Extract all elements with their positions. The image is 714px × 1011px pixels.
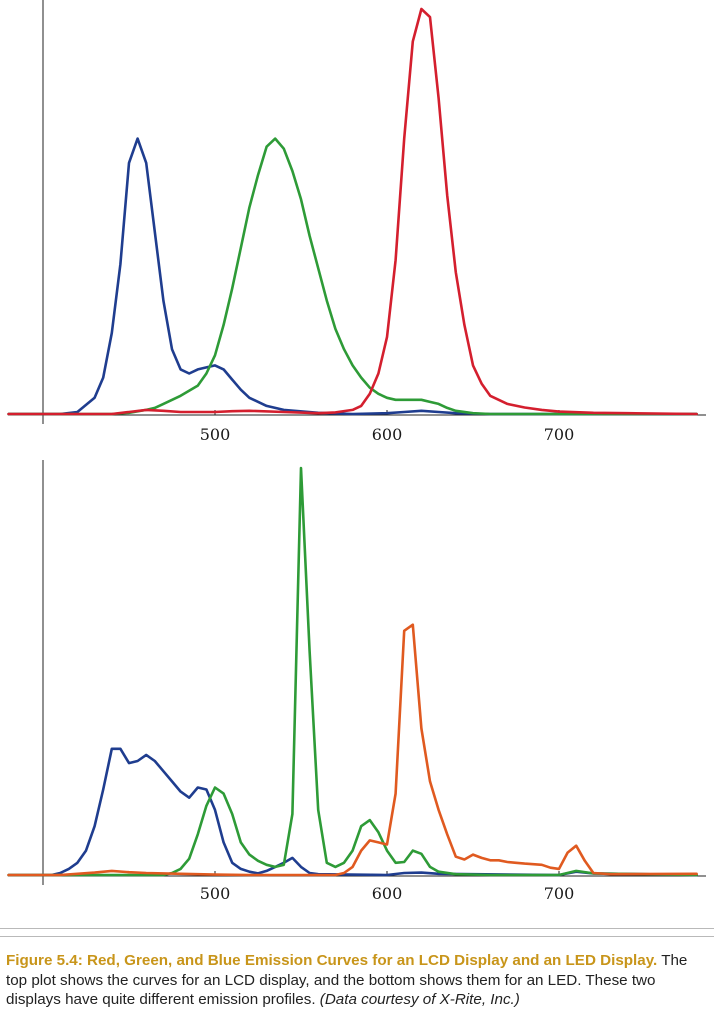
caption-rule-bottom	[0, 936, 714, 937]
lcd-x-tick-label-600: 600	[372, 425, 403, 444]
caption-rule-top	[0, 928, 714, 929]
caption-credit: (Data courtesy of X-Rite, Inc.)	[319, 991, 520, 1008]
led-series-green-line	[7, 466, 698, 877]
lcd-series-red-line	[7, 7, 698, 416]
led-x-tick-label-700: 700	[544, 884, 575, 903]
caption-body: The top plot shows the curves for an LCD…	[6, 952, 688, 1008]
lcd-series-green-line	[7, 137, 698, 416]
lcd-series-blue-line	[7, 137, 698, 416]
led-x-tick-label-600: 600	[372, 884, 403, 903]
led-emission-chart: 500 600 700	[7, 460, 706, 903]
led-series-red-line	[7, 623, 698, 877]
emission-charts: 500 600 700 500 600 700	[7, 0, 706, 903]
lcd-x-tick-label-500: 500	[200, 425, 231, 444]
lcd-x-tick-label-700: 700	[544, 425, 575, 444]
lcd-emission-chart: 500 600 700	[7, 0, 706, 444]
figure-caption: Figure 5.4: Red, Green, and Blue Emissio…	[6, 951, 712, 1010]
led-x-tick-label-500: 500	[200, 884, 231, 903]
caption-title: Figure 5.4: Red, Green, and Blue Emissio…	[6, 952, 658, 969]
led-series-blue-line	[7, 747, 698, 877]
